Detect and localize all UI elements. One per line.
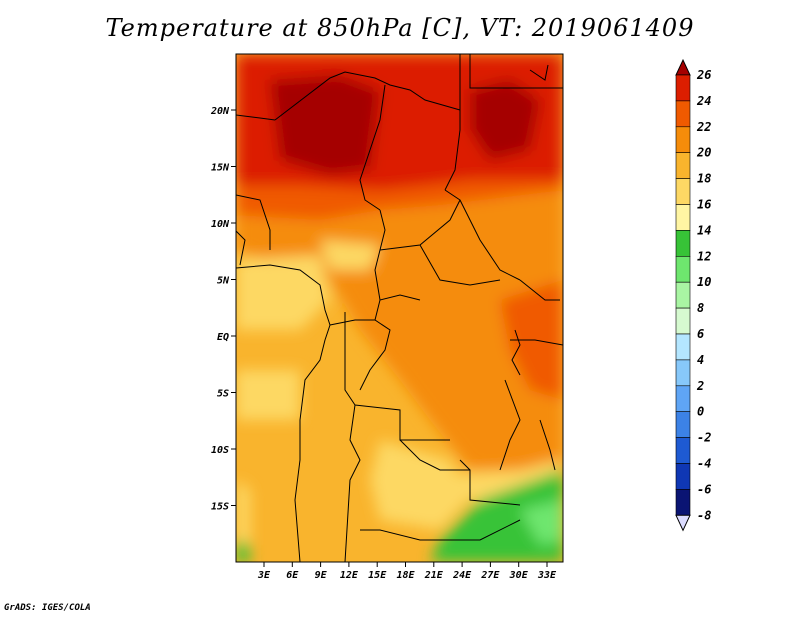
colorbar-cell	[675, 359, 691, 387]
lon-label: 6E	[286, 570, 299, 581]
colorbar-label: 20	[696, 146, 711, 160]
colorbar-label: 26	[696, 68, 711, 82]
colorbar-cell	[675, 385, 691, 412]
colorbar-cell	[675, 100, 691, 128]
colorbar-label: 22	[696, 120, 711, 134]
colorbar-label: 14	[697, 223, 711, 237]
colorbar-cell	[675, 281, 691, 309]
colorbar-label: 16	[697, 198, 711, 212]
colorbar-cell	[675, 489, 691, 516]
lat-label: 15S	[211, 502, 229, 513]
lon-label: 33E	[537, 570, 557, 581]
colorbar-label: 18	[697, 172, 711, 186]
colorbar-cell	[675, 333, 691, 361]
colorbar-label: 12	[697, 249, 711, 263]
lat-label: 15N	[211, 163, 230, 174]
colorbar-label: 4	[697, 353, 704, 367]
colorbar-cell	[675, 307, 691, 335]
colorbar-min-arrow	[675, 514, 691, 532]
temperature-field	[236, 54, 563, 562]
colorbar-cell	[675, 74, 691, 102]
colorbar-label: 8	[697, 301, 704, 315]
colorbar-label: -6	[697, 482, 711, 496]
lon-label: 30E	[509, 570, 529, 581]
colorbar-cell	[675, 463, 691, 490]
lon-label: 21E	[424, 570, 444, 581]
colorbar-cell	[675, 411, 691, 438]
credit-label: GrADS: IGES/COLA	[4, 603, 91, 613]
colorbar-label: -2	[697, 431, 711, 445]
lon-label: 27E	[480, 570, 500, 581]
lat-label: 20N	[210, 106, 230, 117]
lat-label: EQ	[217, 332, 229, 343]
colorbar-cell	[675, 152, 691, 179]
colorbar-label: 10	[697, 275, 711, 289]
lat-label: 5N	[217, 276, 230, 287]
lat-label: 10N	[211, 219, 230, 230]
map-frame	[235, 53, 564, 563]
colorbar-cell	[675, 230, 691, 257]
lon-label: 12E	[340, 570, 359, 581]
lon-label: 18E	[396, 570, 415, 581]
colorbar-label: 6	[697, 327, 704, 341]
colorbar-max-arrow	[675, 58, 691, 76]
chart-title: Temperature at 850hPa [C], VT: 201906140…	[105, 14, 695, 42]
colorbar-cell	[675, 437, 691, 464]
lon-label: 24E	[452, 570, 472, 581]
country-borders	[236, 54, 563, 562]
colorbar-label: 0	[697, 405, 704, 419]
lon-label: 3E	[257, 570, 271, 581]
colorbar-cell	[675, 204, 691, 231]
colorbar-cell	[675, 178, 691, 205]
lat-label: 10S	[211, 445, 229, 456]
colorbar-cell	[675, 126, 691, 154]
lon-label: 15E	[368, 570, 387, 581]
colorbar-label: -4	[697, 457, 711, 471]
colorbar-cell	[675, 255, 691, 283]
lon-label: 9E	[315, 570, 328, 581]
colorbar-label: 24	[696, 94, 711, 108]
lat-label: 5S	[217, 389, 229, 400]
colorbar-label: -8	[697, 508, 711, 522]
colorbar-label: 2	[696, 379, 704, 393]
